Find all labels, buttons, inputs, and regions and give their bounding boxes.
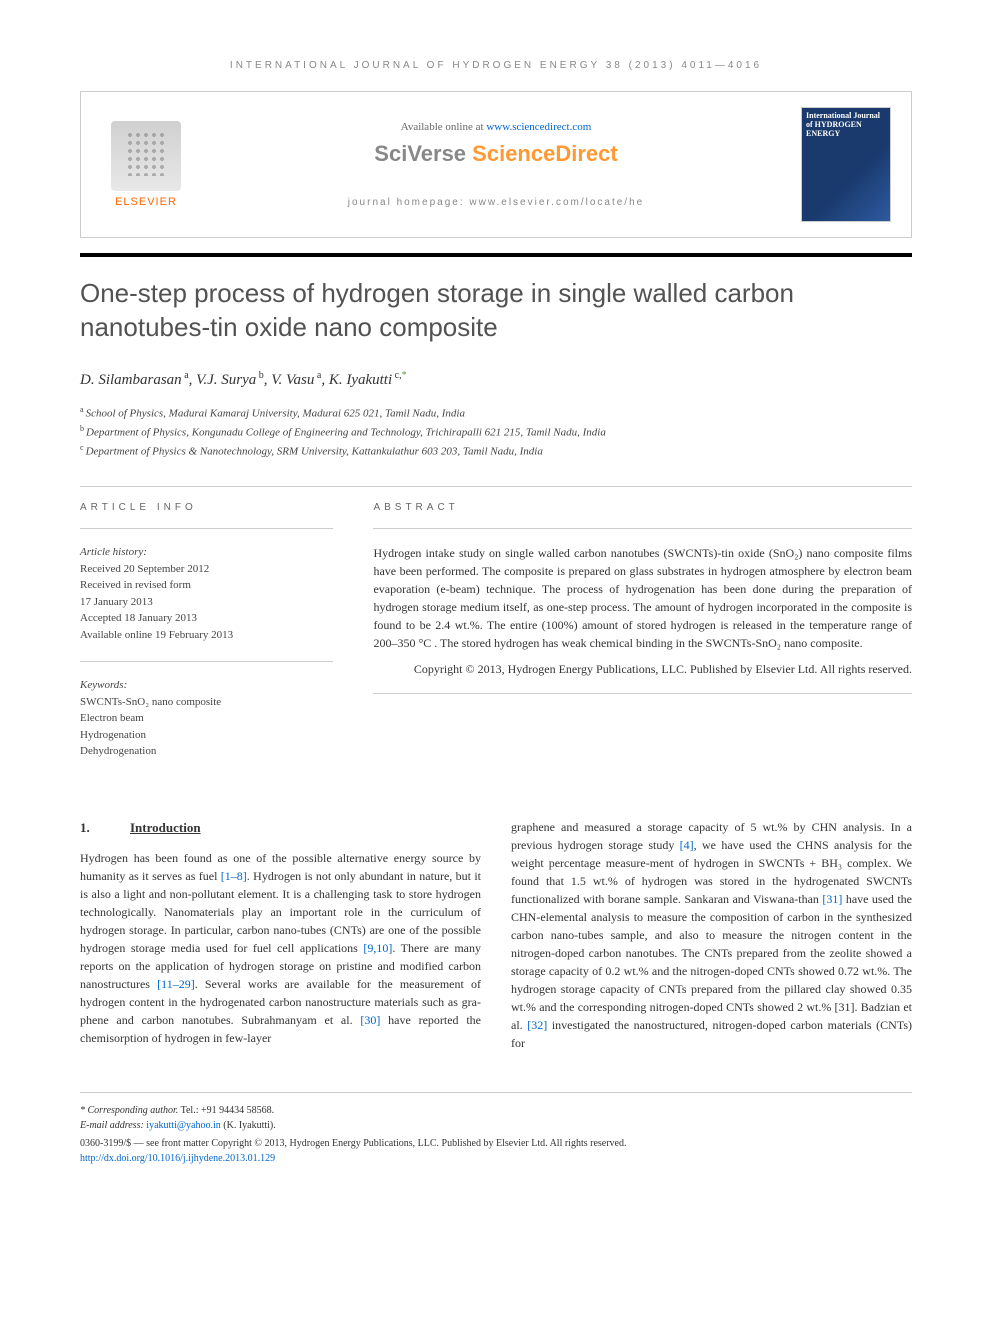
reference-link[interactable]: [31] [822,892,842,906]
author: V. Vasu a [271,372,321,388]
history-line: 17 January 2013 [80,594,333,611]
elsevier-logo[interactable]: ELSEVIER [101,121,191,208]
reference-link[interactable]: [9,10] [363,941,392,955]
journal-cover-thumbnail[interactable]: International Journal of HYDROGEN ENERGY [801,107,891,222]
elsevier-text: ELSEVIER [115,196,177,208]
article-title: One-step process of hydrogen storage in … [80,277,912,345]
keyword: Hydrogenation [80,727,333,744]
email-link[interactable]: iyakutti@yahoo.in [146,1120,220,1131]
divider [373,693,912,694]
reference-link[interactable]: [30] [360,1013,380,1027]
footer-doi: http://dx.doi.org/10.1016/j.ijhydene.201… [80,1151,912,1166]
reference-link[interactable]: [32] [527,1018,547,1032]
elsevier-tree-icon [111,121,181,191]
affiliation-sup: a [80,405,86,414]
keyword: Electron beam [80,710,333,727]
author-name: D. Silambarasan [80,372,182,388]
history-line: Accepted 18 January 2013 [80,610,333,627]
body-column-left: 1. Introduction Hydrogen has been found … [80,818,481,1052]
sciverse-logo: SciVerse ScienceDirect [191,141,801,167]
keywords-block: Keywords: SWCNTs-SnO₂ nano compositeElec… [80,677,333,760]
cover-title: International Journal of HYDROGEN ENERGY [806,112,886,138]
body-columns: 1. Introduction Hydrogen has been found … [80,818,912,1052]
body-column-right: graphene and measured a storage capacity… [511,818,912,1052]
author-name: V. Vasu [271,372,314,388]
corresponding-star-icon: * [402,370,407,381]
author-name: V.J. Surya [196,372,256,388]
body-text-left: Hydrogen has been found as one of the po… [80,849,481,1047]
article-info-column: ARTICLE INFO Article history: Received 2… [80,502,333,778]
info-abstract-row: ARTICLE INFO Article history: Received 2… [80,502,912,778]
history-label: Article history: [80,544,333,561]
article-history: Article history: Received 20 September 2… [80,544,333,643]
email-name: (K. Iyakutti). [221,1120,276,1131]
keyword: SWCNTs-SnO₂ nano composite [80,694,333,711]
keyword: Dehydrogenation [80,743,333,760]
top-banner: ELSEVIER Available online at www.science… [80,91,912,238]
divider [80,661,333,662]
journal-homepage: journal homepage: www.elsevier.com/locat… [191,197,801,208]
history-line: Received in revised form [80,577,333,594]
divider [80,486,912,487]
authors-line: D. Silambarasan a, V.J. Surya b, V. Vasu… [80,370,912,389]
footer-block: * Corresponding author. Tel.: +91 94434 … [80,1092,912,1166]
abstract-text: Hydrogen intake study on single walled c… [373,544,912,652]
author-affiliation-mark: b [256,370,264,381]
author: D. Silambarasan a [80,372,189,388]
corr-tel: Tel.: +91 94434 58568. [178,1105,274,1116]
reference-link[interactable]: [31] [822,892,842,906]
corresponding-author: * Corresponding author. Tel.: +91 94434 … [80,1103,912,1118]
section-heading: 1. Introduction [80,818,481,838]
author-name: K. Iyakutti [329,372,392,388]
body-text-right: graphene and measured a storage capacity… [511,818,912,1052]
divider [80,528,333,529]
section-number: 1. [80,818,130,838]
reference-link[interactable]: [1–8] [221,869,247,883]
available-online-text: Available online at www.sciencedirect.co… [191,121,801,133]
affiliation-sup: b [80,424,86,433]
affiliation-line: b Department of Physics, Kongunadu Colle… [80,423,912,442]
banner-center: Available online at www.sciencedirect.co… [191,121,801,208]
keywords-label: Keywords: [80,677,333,694]
author-affiliation-mark: c, [392,370,401,381]
sciverse-direct: ScienceDirect [472,141,618,166]
section-title: Introduction [130,818,201,838]
divider [373,528,912,529]
author-affiliation-mark: a [314,370,321,381]
reference-link[interactable]: [4] [680,838,694,852]
history-line: Received 20 September 2012 [80,561,333,578]
author: K. Iyakutti c,* [329,372,407,388]
author: V.J. Surya b [196,372,264,388]
affiliations-block: a School of Physics, Madurai Kamaraj Uni… [80,404,912,462]
footer-issn: 0360-3199/$ — see front matter Copyright… [80,1136,912,1151]
abstract-column: ABSTRACT Hydrogen intake study on single… [373,502,912,778]
sciencedirect-link[interactable]: www.sciencedirect.com [486,121,591,133]
history-line: Available online 19 February 2013 [80,627,333,644]
affiliation-line: c Department of Physics & Nanotechnology… [80,442,912,461]
abstract-label: ABSTRACT [373,502,912,513]
article-info-label: ARTICLE INFO [80,502,333,513]
author-affiliation-mark: a [182,370,189,381]
reference-link[interactable]: [11–29] [157,977,195,991]
abstract-copyright: Copyright © 2013, Hydrogen Energy Public… [373,660,912,678]
sciverse-sci: SciVerse [374,141,472,166]
available-prefix: Available online at [401,121,487,133]
affiliation-line: a School of Physics, Madurai Kamaraj Uni… [80,404,912,423]
email-label: E-mail address: [80,1120,146,1131]
corresponding-email: E-mail address: iyakutti@yahoo.in (K. Iy… [80,1118,912,1133]
journal-header-line: INTERNATIONAL JOURNAL OF HYDROGEN ENERGY… [80,60,912,71]
affiliation-sup: c [80,443,86,452]
title-bar-divider [80,253,912,257]
doi-link[interactable]: http://dx.doi.org/10.1016/j.ijhydene.201… [80,1153,275,1164]
corr-label: * Corresponding author. [80,1105,178,1116]
